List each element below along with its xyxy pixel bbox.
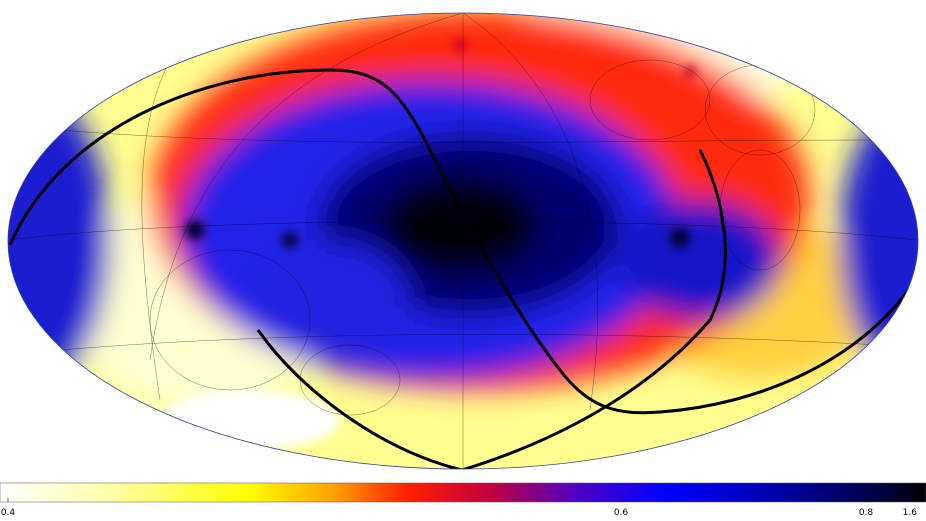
boundary-curves: [8, 68, 914, 469]
colorbar: [0, 482, 926, 503]
colorbar-ticks: 0.4 0.6 0.8 1.6: [1, 498, 918, 518]
colorbar-tick-label: 0.4: [1, 508, 16, 518]
colorbar-tick-label: 1.6: [903, 508, 918, 518]
graticule: [9, 13, 917, 469]
colorbar-tick-label: 0.8: [859, 508, 874, 518]
sky-outline: [7, 12, 919, 470]
colorbar-tick-label: 0.6: [614, 508, 629, 518]
sky-map: [8, 13, 918, 469]
